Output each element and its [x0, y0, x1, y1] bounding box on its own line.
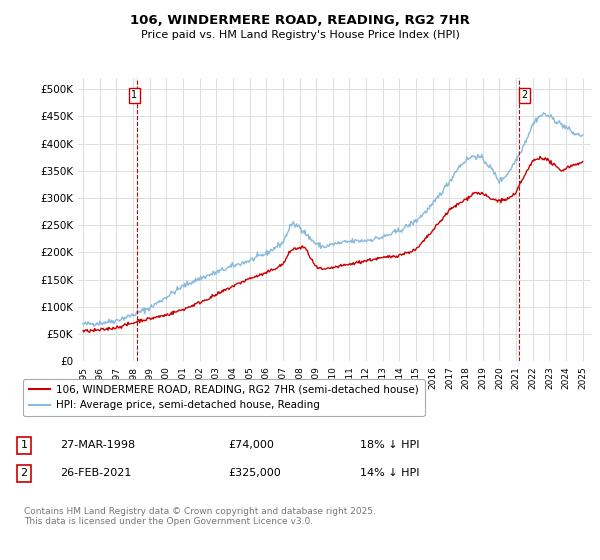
Text: 14% ↓ HPI: 14% ↓ HPI — [360, 468, 419, 478]
Text: 1: 1 — [131, 90, 137, 100]
Text: £325,000: £325,000 — [228, 468, 281, 478]
Text: 106, WINDERMERE ROAD, READING, RG2 7HR: 106, WINDERMERE ROAD, READING, RG2 7HR — [130, 14, 470, 27]
Legend: 106, WINDERMERE ROAD, READING, RG2 7HR (semi-detached house), HPI: Average price: 106, WINDERMERE ROAD, READING, RG2 7HR (… — [23, 379, 425, 417]
Text: 1: 1 — [20, 440, 28, 450]
Text: Price paid vs. HM Land Registry's House Price Index (HPI): Price paid vs. HM Land Registry's House … — [140, 30, 460, 40]
Text: 2: 2 — [521, 90, 527, 100]
Text: 27-MAR-1998: 27-MAR-1998 — [60, 440, 135, 450]
Text: £74,000: £74,000 — [228, 440, 274, 450]
Text: 18% ↓ HPI: 18% ↓ HPI — [360, 440, 419, 450]
Text: Contains HM Land Registry data © Crown copyright and database right 2025.
This d: Contains HM Land Registry data © Crown c… — [24, 507, 376, 526]
Text: 2: 2 — [20, 468, 28, 478]
Text: 26-FEB-2021: 26-FEB-2021 — [60, 468, 131, 478]
